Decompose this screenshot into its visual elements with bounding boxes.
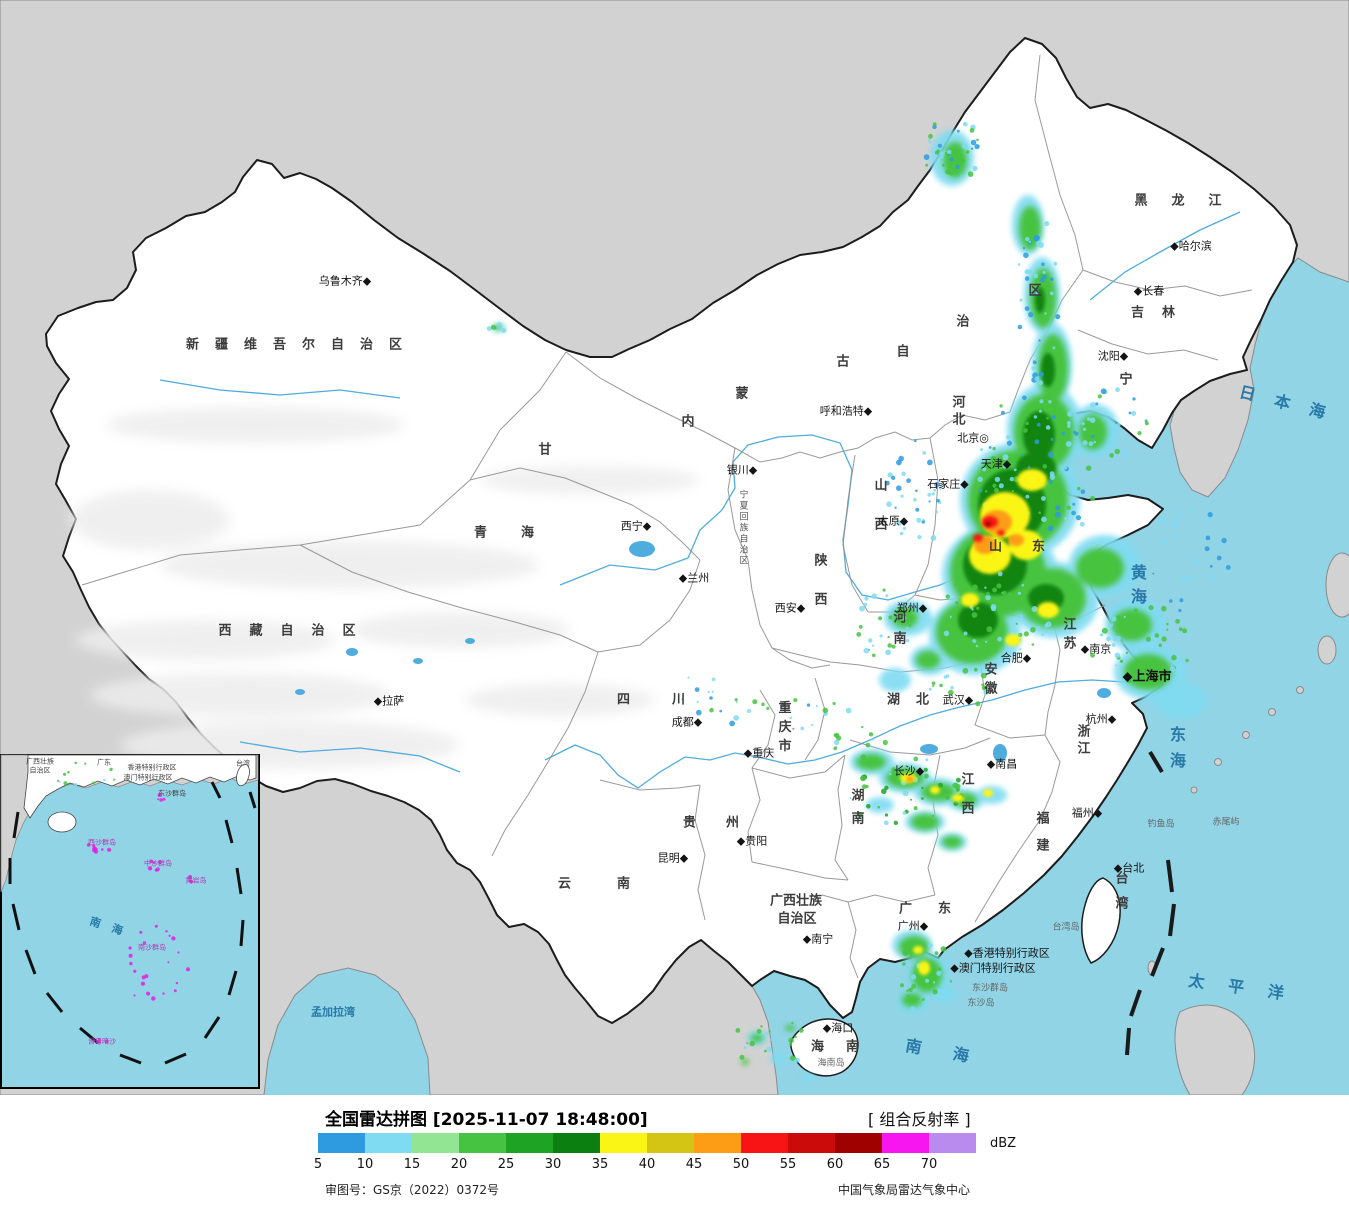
map-canvas xyxy=(0,0,1349,1095)
legend-color-cell xyxy=(600,1133,647,1153)
taiwan-island xyxy=(1081,877,1121,964)
legend-color-cell xyxy=(553,1133,600,1153)
radar-map: 新疆维吾尔自治区 西藏自治区 青海甘内蒙古自治区黑龙江 吉林宁河北 山西 陕西 山东 河南 江苏… xyxy=(0,0,1349,1095)
legend-tick: 45 xyxy=(685,1157,703,1172)
legend-color-cell xyxy=(647,1133,694,1153)
legend-tick: 5 xyxy=(313,1157,323,1172)
inset-island-dots xyxy=(56,761,194,1044)
legend-tick: 35 xyxy=(591,1157,609,1172)
legend-tick: 10 xyxy=(356,1157,374,1172)
foreign-islands xyxy=(1147,552,1349,1095)
maritime-boundary-dashes xyxy=(1125,750,1176,1056)
legend-color-cell xyxy=(788,1133,835,1153)
legend-color-cell xyxy=(741,1133,788,1153)
lakes xyxy=(295,541,1111,762)
colorbar-ticks: 5 10 15 20 25 30 35 40 45 50 55 60 65 70 xyxy=(314,1157,976,1173)
legend-color-cell xyxy=(929,1133,976,1153)
map-title: 全国雷达拼图 [2025-11-07 18:48:00] xyxy=(325,1110,648,1130)
south-china-sea-inset xyxy=(0,754,260,1089)
nine-dash-line xyxy=(8,781,257,1065)
legend-tick: 65 xyxy=(873,1157,891,1172)
legend-color-cell xyxy=(459,1133,506,1153)
legend-tick: 60 xyxy=(826,1157,844,1172)
legend-tick: 20 xyxy=(450,1157,468,1172)
approval-number: 审图号：GS京（2022）0372号 xyxy=(325,1183,499,1197)
legend-tick: 50 xyxy=(732,1157,750,1172)
legend-panel: 全国雷达拼图 [2025-11-07 18:48:00] [ 组合反射率 ] d… xyxy=(0,1095,1349,1208)
product-label: [ 组合反射率 ] xyxy=(868,1110,971,1129)
credit: 中国气象局雷达气象中心 xyxy=(838,1183,971,1197)
colorbar xyxy=(318,1133,976,1153)
legend-tick: 30 xyxy=(544,1157,562,1172)
radar-echo-speckles xyxy=(486,121,1231,1063)
hainan-island xyxy=(790,1018,859,1077)
legend-color-cell xyxy=(412,1133,459,1153)
legend-color-cell xyxy=(365,1133,412,1153)
legend-color-cell xyxy=(882,1133,929,1153)
legend-tick: 15 xyxy=(403,1157,421,1172)
unit-label: dBZ xyxy=(990,1136,1017,1151)
legend-color-cell xyxy=(835,1133,882,1153)
legend-tick: 70 xyxy=(920,1157,938,1172)
radar-echo-darkred xyxy=(985,521,991,527)
legend-tick: 55 xyxy=(779,1157,797,1172)
legend-color-cell xyxy=(506,1133,553,1153)
legend-color-cell xyxy=(694,1133,741,1153)
legend-color-cell xyxy=(318,1133,365,1153)
legend-tick: 25 xyxy=(497,1157,515,1172)
legend-tick: 40 xyxy=(638,1157,656,1172)
